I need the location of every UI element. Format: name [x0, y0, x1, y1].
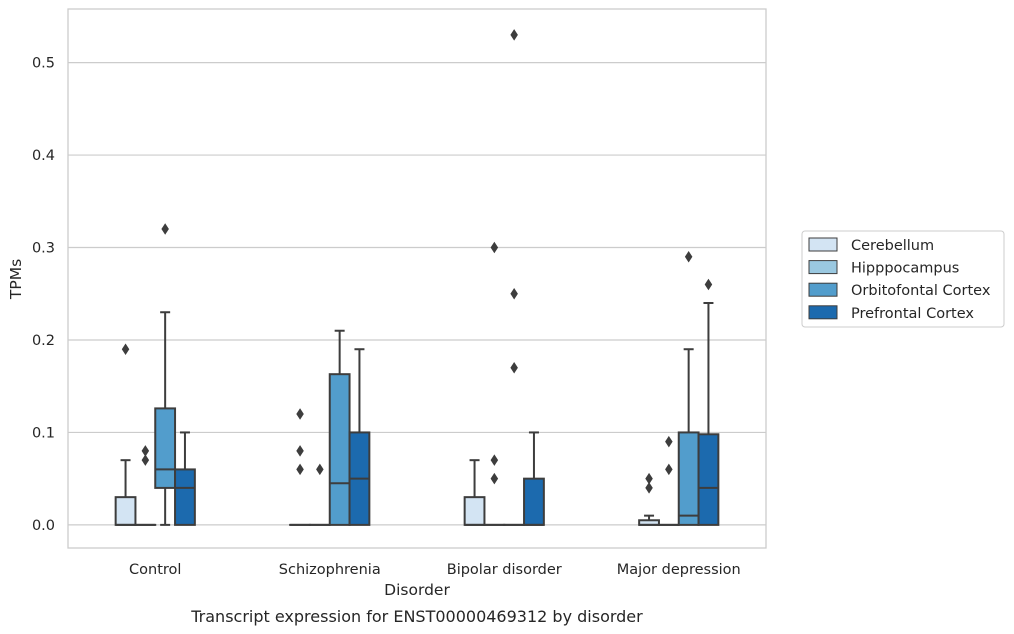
legend-swatch: [808, 260, 838, 275]
x-tick-label: Bipolar disorder: [447, 562, 562, 578]
legend-label: Cerebellum: [851, 238, 934, 254]
outlier-point: [316, 463, 324, 476]
y-tick-label: 0.5: [32, 56, 55, 72]
outlier-point: [296, 445, 304, 457]
chart-caption: Transcript expression for ENST0000046931…: [190, 607, 643, 626]
box-cerebellum: [289, 408, 311, 526]
outlier-point: [704, 278, 713, 291]
outlier-point: [684, 251, 693, 263]
outlier-point: [141, 454, 150, 466]
box-body: [463, 496, 486, 526]
box-prefrontal-cortex: [174, 431, 196, 526]
y-tick-labels: 0.0 0.1 0.2 0.3 0.4 0.5: [32, 56, 55, 534]
outlier-point: [161, 223, 169, 235]
plot-frame: [67, 8, 767, 549]
legend-swatch: [808, 237, 838, 252]
legend-swatch: [808, 282, 838, 297]
box-hipppocampus: [134, 445, 157, 526]
box-body: [114, 496, 137, 526]
legend-items: Cerebellum Hipppocampus Orbitofontal Corte…: [808, 237, 991, 322]
y-tick-label: 0.3: [32, 241, 55, 257]
box-orbitofontal-cortex: [677, 251, 700, 526]
box-orbitofontal-cortex: [328, 329, 351, 526]
box-body: [523, 477, 545, 526]
outlier-point: [510, 288, 518, 300]
box-hipppocampus: [483, 241, 506, 526]
legend-label: Prefrontal Cortex: [851, 306, 974, 322]
outlier-point: [296, 463, 304, 476]
legend-swatch: [808, 305, 838, 320]
box-orbitofontal-cortex: [154, 223, 177, 526]
outlier-point: [296, 408, 304, 420]
outlier-point: [490, 241, 499, 254]
y-tick-label: 0.4: [32, 148, 55, 164]
box-hipppocampus: [308, 463, 331, 526]
box-orbitofontal-cortex: [503, 29, 526, 526]
box-body: [677, 431, 700, 526]
x-axis-title: Disorder: [384, 581, 450, 599]
legend-label: Hipppocampus: [851, 261, 959, 277]
x-tick-labels: Control Schizophrenia Bipolar disorder Majo…: [129, 562, 741, 578]
box-prefrontal-cortex: [348, 348, 371, 526]
outlier-point: [141, 445, 150, 457]
y-tick-label: 0.2: [32, 333, 55, 349]
box-cerebellum: [638, 472, 660, 526]
box-body: [174, 468, 196, 526]
legend: Cerebellum Hipppocampus Orbitofontal Corte…: [801, 230, 1005, 328]
outlier-point: [490, 454, 499, 466]
y-tick-label: 0.1: [32, 425, 55, 441]
outlier-point: [665, 463, 673, 476]
outlier-point: [665, 435, 673, 448]
box-body: [154, 407, 177, 489]
box-hipppocampus: [657, 435, 680, 526]
outlier-point: [490, 472, 499, 485]
box-body: [697, 433, 720, 526]
box-body: [328, 373, 351, 526]
x-tick-label: Major depression: [617, 562, 741, 578]
box-cerebellum: [114, 343, 137, 526]
plot-marks: [114, 29, 720, 526]
x-tick-label: Control: [129, 562, 181, 578]
outlier-point: [645, 482, 653, 494]
y-tick-label: 0.0: [32, 518, 55, 534]
box-prefrontal-cortex: [697, 278, 720, 526]
legend-label: Orbitofontal Cortex: [851, 283, 991, 299]
y-axis-title: TPMs: [7, 259, 25, 300]
outlier-point: [510, 361, 518, 374]
outlier-point: [121, 343, 130, 355]
outlier-point: [645, 472, 653, 485]
box-prefrontal-cortex: [523, 431, 545, 526]
legend-frame: [801, 230, 1005, 328]
box-cerebellum: [463, 459, 486, 526]
outlier-point: [510, 29, 518, 41]
x-tick-label: Schizophrenia: [279, 562, 381, 578]
